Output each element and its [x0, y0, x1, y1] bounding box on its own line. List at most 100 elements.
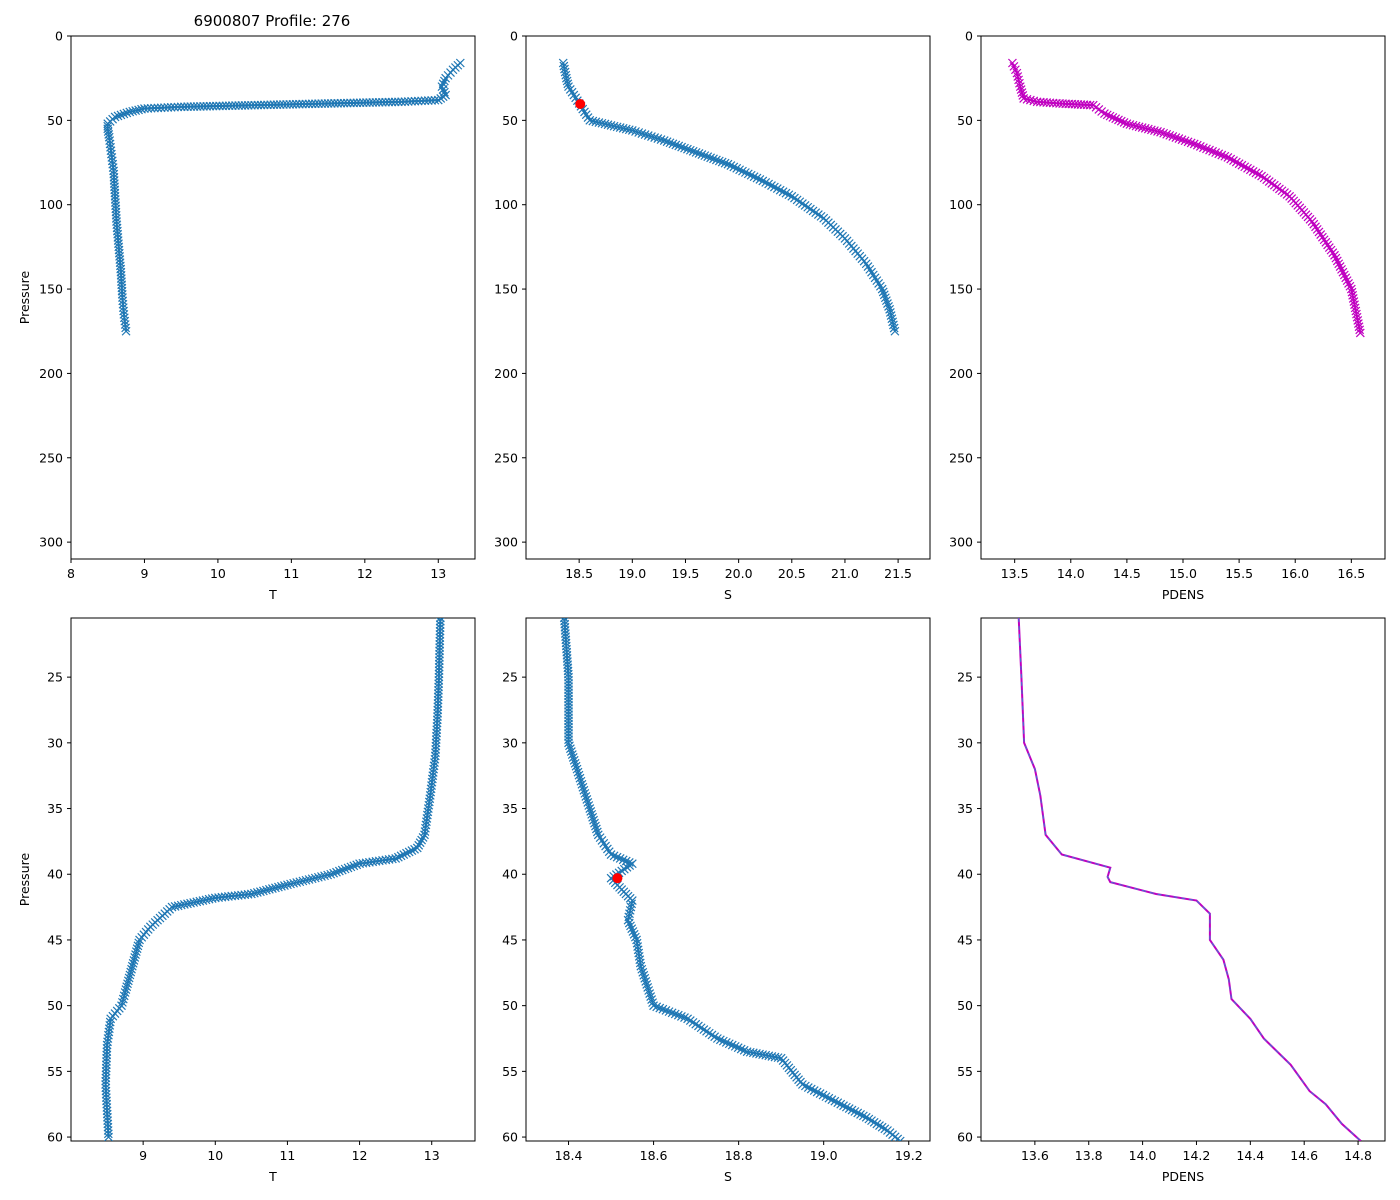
x-tick-label: 14.4 [1236, 1148, 1264, 1163]
data-point [121, 326, 131, 336]
x-tick-label: 15.0 [1169, 566, 1197, 581]
data-point [102, 1096, 111, 1106]
data-point [387, 97, 397, 107]
plot-area [1007, 58, 1365, 338]
data-point [170, 902, 180, 911]
y-tick-label: 45 [47, 932, 63, 947]
data-point [434, 672, 444, 682]
data-point [329, 868, 339, 878]
data-point [1013, 72, 1023, 81]
data-point [130, 953, 140, 962]
data-point [646, 992, 656, 1001]
data-point [570, 758, 580, 768]
x-tick-label: 14.0 [1057, 566, 1085, 581]
data-point [735, 165, 745, 175]
data-point [270, 883, 280, 893]
data-point [121, 323, 131, 333]
data-point [844, 1104, 854, 1114]
data-point [307, 99, 317, 109]
axes-frame [525, 35, 931, 560]
y-tick-label: 45 [957, 932, 973, 947]
data-point [623, 915, 633, 925]
data-point [629, 929, 639, 939]
data-point [619, 864, 629, 874]
data-point [288, 99, 298, 109]
x-tick-label: 10 [207, 1148, 223, 1163]
data-point [1085, 100, 1095, 110]
data-point [815, 1089, 825, 1099]
axes-frame [525, 617, 931, 1142]
data-point [697, 150, 707, 159]
data-point [895, 1136, 905, 1141]
plot-area [103, 58, 465, 336]
data-point [639, 970, 649, 980]
data-point [377, 97, 387, 107]
data-point [243, 100, 253, 110]
y-tick-label: 30 [502, 735, 518, 750]
data-point [727, 1040, 737, 1050]
data-point [667, 1008, 677, 1018]
data-point [580, 788, 590, 798]
data-point [659, 136, 669, 146]
data-point [564, 713, 573, 723]
data-point [1114, 115, 1123, 125]
data-point [1119, 118, 1129, 127]
data-point [880, 293, 890, 303]
data-point [564, 722, 573, 732]
data-point [581, 791, 591, 801]
data-point [231, 101, 240, 111]
x-tick-label: 19.0 [618, 566, 646, 581]
data-point [253, 100, 263, 110]
data-point [1337, 264, 1346, 274]
data-point [365, 98, 375, 107]
data-point [119, 109, 129, 119]
x-tick-label: 20.5 [778, 566, 806, 581]
data-point [368, 98, 378, 107]
data-point [682, 144, 692, 154]
data-point [564, 678, 573, 688]
data-point [830, 1096, 840, 1106]
y-axis-label: Pressure [17, 853, 32, 907]
data-point [749, 172, 759, 182]
data-point [283, 880, 292, 890]
data-point [337, 865, 347, 875]
x-tick-label: 18.6 [640, 1148, 668, 1163]
data-point [643, 983, 653, 992]
data-point [1355, 325, 1365, 335]
data-point [889, 323, 899, 333]
data-point [435, 623, 445, 633]
x-tick-label: 13 [430, 566, 446, 581]
data-point [435, 618, 445, 626]
data-point [399, 850, 409, 859]
data-point [571, 761, 581, 771]
data-point [612, 852, 622, 862]
x-tick-label: 9 [140, 566, 148, 581]
axes-frame [980, 617, 1386, 1142]
data-point [146, 103, 156, 113]
data-point [664, 1007, 674, 1017]
data-point [729, 162, 739, 172]
data-point [255, 887, 265, 897]
data-point [784, 190, 794, 200]
y-tick-label: 100 [949, 197, 973, 212]
data-point [123, 976, 133, 986]
data-point [640, 130, 650, 139]
data-point [1314, 227, 1324, 237]
data-point [714, 156, 724, 166]
data-point [680, 143, 689, 153]
x-axis-label: T [268, 1169, 277, 1184]
series-line-overlay [1018, 618, 1362, 1141]
data-point [1234, 159, 1244, 169]
data-point [881, 296, 891, 306]
data-point [561, 73, 571, 83]
data-point [304, 99, 314, 109]
data-point [723, 159, 733, 169]
panel-salinity-zoom: 18.4 18.6 18.8 19.0 19.2 25 30 35 40 45 50 55 60 S [502, 617, 931, 1184]
data-point [433, 692, 443, 702]
data-point [221, 101, 231, 111]
data-point [435, 633, 445, 643]
data-point [133, 941, 143, 951]
data-point [433, 705, 443, 715]
data-point [1180, 136, 1190, 146]
x-tick-label: 18.8 [725, 1148, 753, 1163]
